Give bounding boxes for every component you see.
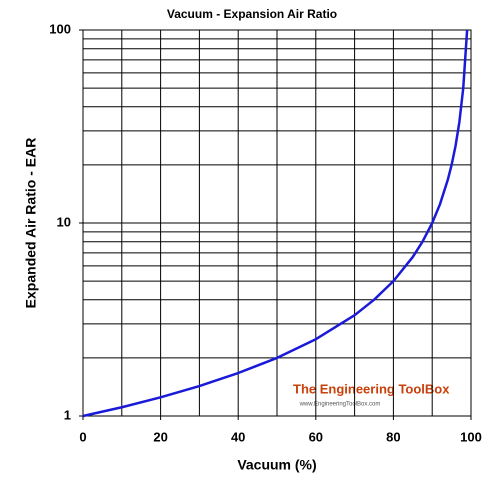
y-tick-label: 1 [64, 407, 71, 422]
x-tick-label: 80 [386, 429, 400, 444]
y-tick-label: 10 [57, 214, 71, 229]
y-tick-label: 100 [49, 21, 71, 36]
x-tick-label: 100 [460, 429, 482, 444]
x-tick-label: 40 [231, 429, 245, 444]
x-tick-label: 0 [79, 429, 86, 444]
data-line [82, 29, 469, 418]
x-tick-label: 20 [153, 429, 167, 444]
x-tick-label: 60 [309, 429, 323, 444]
watermark-title: The Engineering ToolBox [293, 381, 450, 396]
watermark-url: www.EngineeringToolBox.com [299, 402, 381, 408]
chart-title: Vacuum - Expansion Air Ratio [167, 7, 337, 21]
x-axis-label: Vacuum (%) [237, 457, 316, 473]
y-axis-label: Expanded Air Ratio - EAR [23, 138, 39, 309]
